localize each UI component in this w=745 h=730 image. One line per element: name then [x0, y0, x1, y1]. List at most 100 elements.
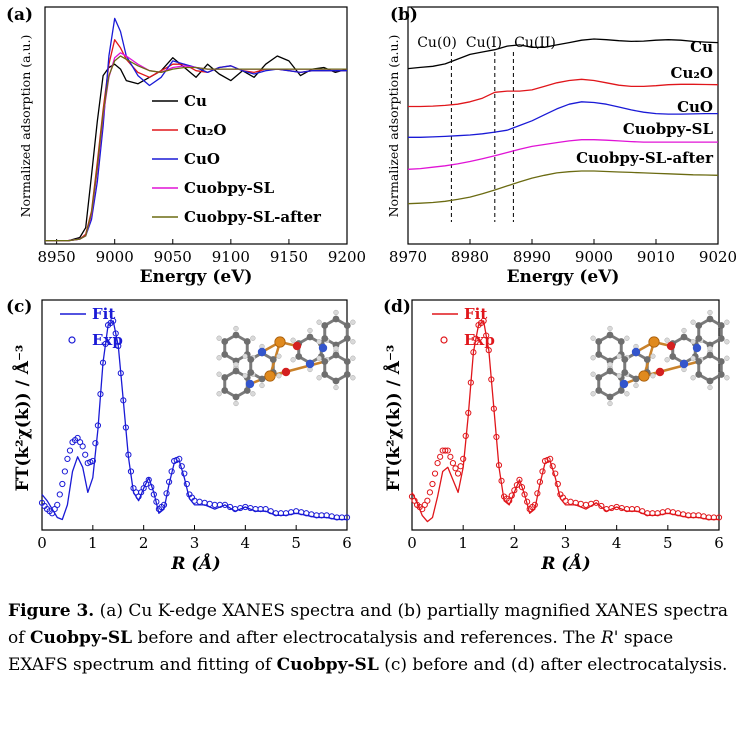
legend-a-label-cuo: CuO	[184, 150, 220, 168]
panel-d-exp-point	[506, 497, 513, 504]
panel-c-exp-point	[211, 501, 218, 509]
molecule-hydrogen-atom	[259, 382, 265, 389]
molecule-carbon-atom	[717, 335, 725, 342]
legend-a-label-cu-o: Cu₂O	[184, 121, 226, 139]
panel-c-exp-point	[343, 514, 351, 521]
molecule-carbon-atom	[243, 387, 251, 394]
molecule-hydrogen-atom	[290, 357, 296, 363]
molecule-copper-atom	[648, 336, 660, 348]
panel-c-exp-point	[117, 370, 124, 377]
panel-c-exp-point	[168, 468, 175, 475]
panel-b-series-cu	[407, 38, 719, 70]
molecule-carbon-atom	[595, 351, 603, 358]
panel-d-exp-point	[577, 500, 584, 507]
panel-c-x-tick-label: 1	[88, 534, 98, 552]
panel-d-x-tick-label: 1	[458, 534, 468, 552]
panel-c-exp-point	[97, 390, 104, 398]
panel-a-x-axis-title: Energy (eV)	[140, 267, 253, 287]
panel-a-y-axis-title: Normalized adsorption (a.u.)	[18, 35, 33, 218]
molecule-carbon-atom	[343, 322, 351, 329]
molecule-carbon-atom	[621, 356, 629, 363]
panel-a-x-tick-label: 9050	[154, 248, 192, 266]
molecule-hydrogen-atom	[616, 373, 622, 379]
panel-d-exp-point	[426, 489, 434, 496]
panel-d-exp-point	[593, 499, 600, 506]
caption-text-fragment: before and after electrocatalysis and re…	[132, 628, 601, 648]
panel-c-exp-point	[115, 342, 122, 350]
panel-c-exp-point	[181, 470, 188, 477]
molecule-hydrogen-atom	[333, 309, 339, 316]
panel-b-label: (b)	[390, 5, 418, 25]
molecule-hydrogen-atom	[633, 382, 639, 389]
molecule-carbon-atom	[706, 315, 714, 323]
panel-b-series-cuobpy-sl-after	[407, 170, 719, 205]
panel-d: (d) 0 1 2 3 4 5 6 Fit Exp R (Å) FT(k²χ(k)) / Å⁻…	[382, 297, 730, 574]
panel-d-x-tick-label: 5	[663, 534, 673, 552]
panel-c-x-tick-label: 6	[342, 534, 352, 552]
panel-d-exp-point	[554, 480, 561, 488]
legend-c-label-fit: Fit	[92, 305, 115, 323]
molecule-hydrogen-atom	[276, 373, 282, 379]
panel-a-x-tick-label: 8950	[38, 248, 76, 266]
caption-figure-label: Figure 3.	[8, 601, 95, 621]
panel-c-plot	[38, 317, 351, 521]
molecule-hydrogen-atom	[350, 319, 356, 325]
molecule-carbon-atom	[695, 358, 703, 365]
molecule-carbon-atom	[221, 338, 229, 345]
panel-d-exp-point	[431, 470, 439, 477]
panel-a-plot	[45, 17, 348, 242]
molecule-oxygen-atom	[281, 367, 291, 377]
panel-c-exp-point	[89, 457, 96, 465]
molecule-hydrogen-atom	[333, 345, 339, 352]
molecule-hydrogen-atom	[242, 373, 248, 379]
molecule-carbon-atom	[306, 333, 314, 341]
panel-d-exp-point	[462, 432, 469, 440]
molecule-carbon-atom	[332, 315, 340, 323]
molecule-copper-atom	[274, 336, 286, 348]
molecule-atoms	[216, 309, 356, 407]
molecule-hydrogen-atom	[250, 391, 256, 397]
panel-d-exp-point	[508, 492, 515, 499]
panel-d-x-tick-label: 6	[714, 534, 724, 552]
panel-d-exp-point	[534, 490, 541, 497]
molecule-hydrogen-atom	[650, 353, 656, 359]
molecule-hydrogen-atom	[316, 339, 322, 345]
panel-b-plot	[407, 38, 719, 205]
panel-b-label-cuobpy-sl: Cuobpy-SL	[623, 120, 714, 138]
panel-d-exp-point	[582, 501, 590, 509]
molecule-carbon-atom	[632, 375, 640, 383]
molecule-carbon-atom	[717, 358, 725, 365]
panel-d-exp-point	[634, 505, 641, 513]
molecule-carbon-atom	[321, 371, 329, 378]
figure-caption: Figure 3. (a) Cu K-edge XANES spectra an…	[8, 598, 738, 679]
molecule-hydrogen-atom	[233, 400, 239, 407]
panel-c-exp-point	[92, 440, 99, 447]
panel-b-annotation-cu-i: Cu(I)	[466, 35, 502, 51]
panel-d-exp-point	[452, 465, 459, 472]
panel-d-x-ticks: 0 1 2 3 4 5 6	[407, 525, 724, 552]
molecule-carbon-atom	[621, 369, 629, 376]
molecule-carbon-atom	[595, 374, 603, 381]
panel-b-annotations: Cu(0) Cu(I) Cu(II)	[417, 35, 556, 222]
panel-c-exp-point	[127, 468, 135, 475]
panel-b-annotation-cu-0: Cu(0)	[417, 35, 457, 51]
molecule-carbon-atom	[232, 393, 240, 401]
molecule-carbon-atom	[343, 358, 351, 365]
panel-a-series-cuobpy-sl-after	[45, 55, 347, 242]
panel-b-label-cuobpy-sl-after: Cuobpy-SL-after	[576, 149, 714, 167]
molecule-carbon-atom	[321, 335, 329, 342]
panel-c-exp-point	[56, 491, 63, 498]
molecule-carbon-atom	[221, 374, 229, 381]
panel-c-exp-point	[110, 317, 117, 325]
molecule-carbon-atom	[606, 393, 614, 401]
legend-a-label-cu: Cu	[184, 92, 207, 110]
panel-d-exp-point	[547, 455, 554, 463]
panel-d-exp-point	[424, 497, 431, 504]
panel-d-exp-point	[429, 480, 436, 488]
panel-c-exp-point	[99, 359, 107, 366]
molecule-carbon-atom	[606, 367, 614, 375]
molecule-hydrogen-atom	[707, 345, 713, 352]
molecule-oxygen-atom	[666, 341, 676, 351]
panel-d-exp-point	[536, 478, 544, 486]
molecule-hydrogen-atom	[216, 335, 222, 341]
